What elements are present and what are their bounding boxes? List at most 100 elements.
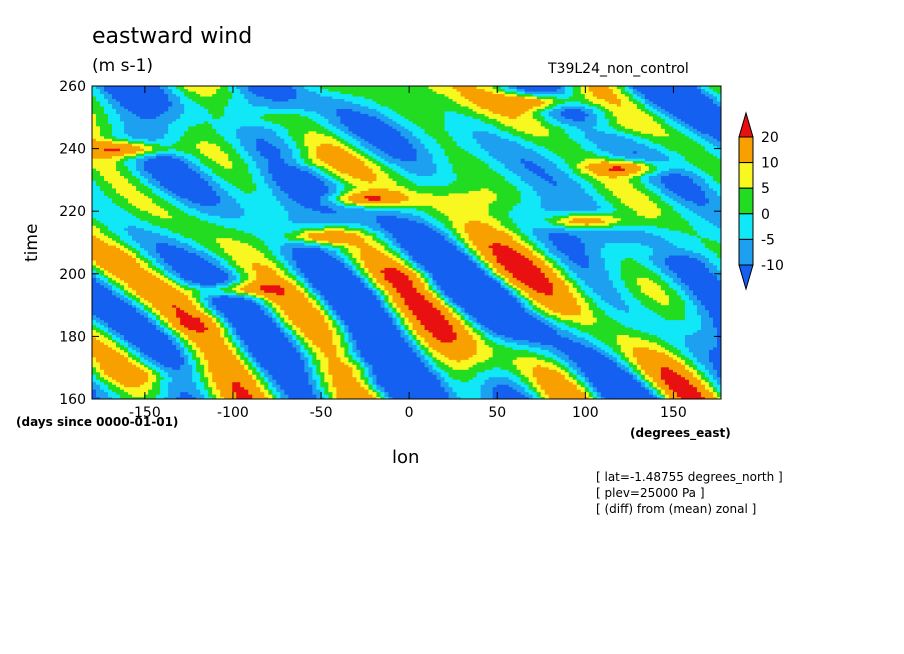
field-cell [360,379,366,383]
field-cell [468,394,474,398]
field-cell [200,384,205,388]
field-cell [648,384,654,388]
field-cell [144,386,149,390]
field-cell [528,396,534,399]
field-cell [532,394,538,398]
field-cell [388,376,394,380]
field-cell [664,376,670,380]
field-cell [520,384,526,388]
field-cell [404,394,410,398]
field-cell [172,381,177,385]
field-cell [284,379,289,383]
field-cell [328,384,333,388]
field-cell [512,389,518,393]
field-cell [140,389,145,393]
field-cell [168,396,173,399]
field-cell [532,381,538,385]
field-cell [196,386,201,390]
field-cell [368,391,374,395]
field-cell [572,376,578,380]
field-cell [436,379,442,383]
field-cell [524,391,530,395]
field-cell [688,386,694,390]
field-cell [704,381,710,385]
field-cell [664,386,670,390]
field-cell [480,384,486,388]
field-cell [436,391,442,395]
field-cell [292,394,297,398]
field-cell [128,379,133,383]
field-cell [96,376,101,380]
field-cell [608,376,614,380]
field-cell [312,381,317,385]
field-cell [632,389,638,393]
field-cell [296,394,301,398]
field-cell [492,394,498,398]
field-cell [636,376,642,380]
field-cell [712,384,718,388]
field-cell [248,386,253,390]
field-cell [528,381,534,385]
field-cell [112,396,117,399]
field-cell [156,384,161,388]
field-cell [604,376,610,380]
field-cell [116,396,121,399]
field-cell [696,386,702,390]
field-cell [376,381,382,385]
field-cell [532,391,538,395]
field-cell [100,391,105,395]
field-cell [632,384,638,388]
field-cell [716,379,721,383]
field-cell [604,386,610,390]
field-cell [148,379,153,383]
field-cell [588,391,594,395]
field-cell [584,386,590,390]
field-cell [192,379,197,383]
field-cell [96,381,101,385]
field-cell [420,381,426,385]
field-cell [396,376,402,380]
field-cell [640,391,646,395]
x-axis-label: lon [392,447,420,468]
field-cell [708,391,714,395]
field-cell [152,376,157,380]
field-cell [404,384,410,388]
field-cell [228,386,233,390]
field-cell [152,394,157,398]
field-cell [396,386,402,390]
field-cell [636,379,642,383]
field-cell [576,389,582,393]
field-cell [564,394,570,398]
field-cell [236,381,241,385]
field-cell [604,384,610,388]
field-cell [576,384,582,388]
field-cell [508,389,514,393]
field-cell [276,389,281,393]
field-cell [484,384,490,388]
field-cell [452,384,458,388]
field-cell [112,386,117,390]
note-plev: [ plev=25000 Pa ] [596,486,705,500]
field-cell [388,381,394,385]
field-cell [104,384,109,388]
field-cell [556,396,562,399]
field-cell [256,391,261,395]
field-cell [160,391,165,395]
field-cell [272,394,277,398]
field-cell [240,394,245,398]
field-cell [492,376,498,380]
field-cell [436,376,442,380]
field-cell [356,391,362,395]
field-cell [628,384,634,388]
field-cell [364,376,370,380]
field-cell [480,379,486,383]
field-cell [700,394,706,398]
field-cell [656,379,662,383]
field-cell [180,389,185,393]
field-cell [280,391,285,395]
field-cell [584,394,590,398]
field-cell [196,391,201,395]
field-cell [676,386,682,390]
field-cell [160,394,165,398]
field-cell [176,389,181,393]
